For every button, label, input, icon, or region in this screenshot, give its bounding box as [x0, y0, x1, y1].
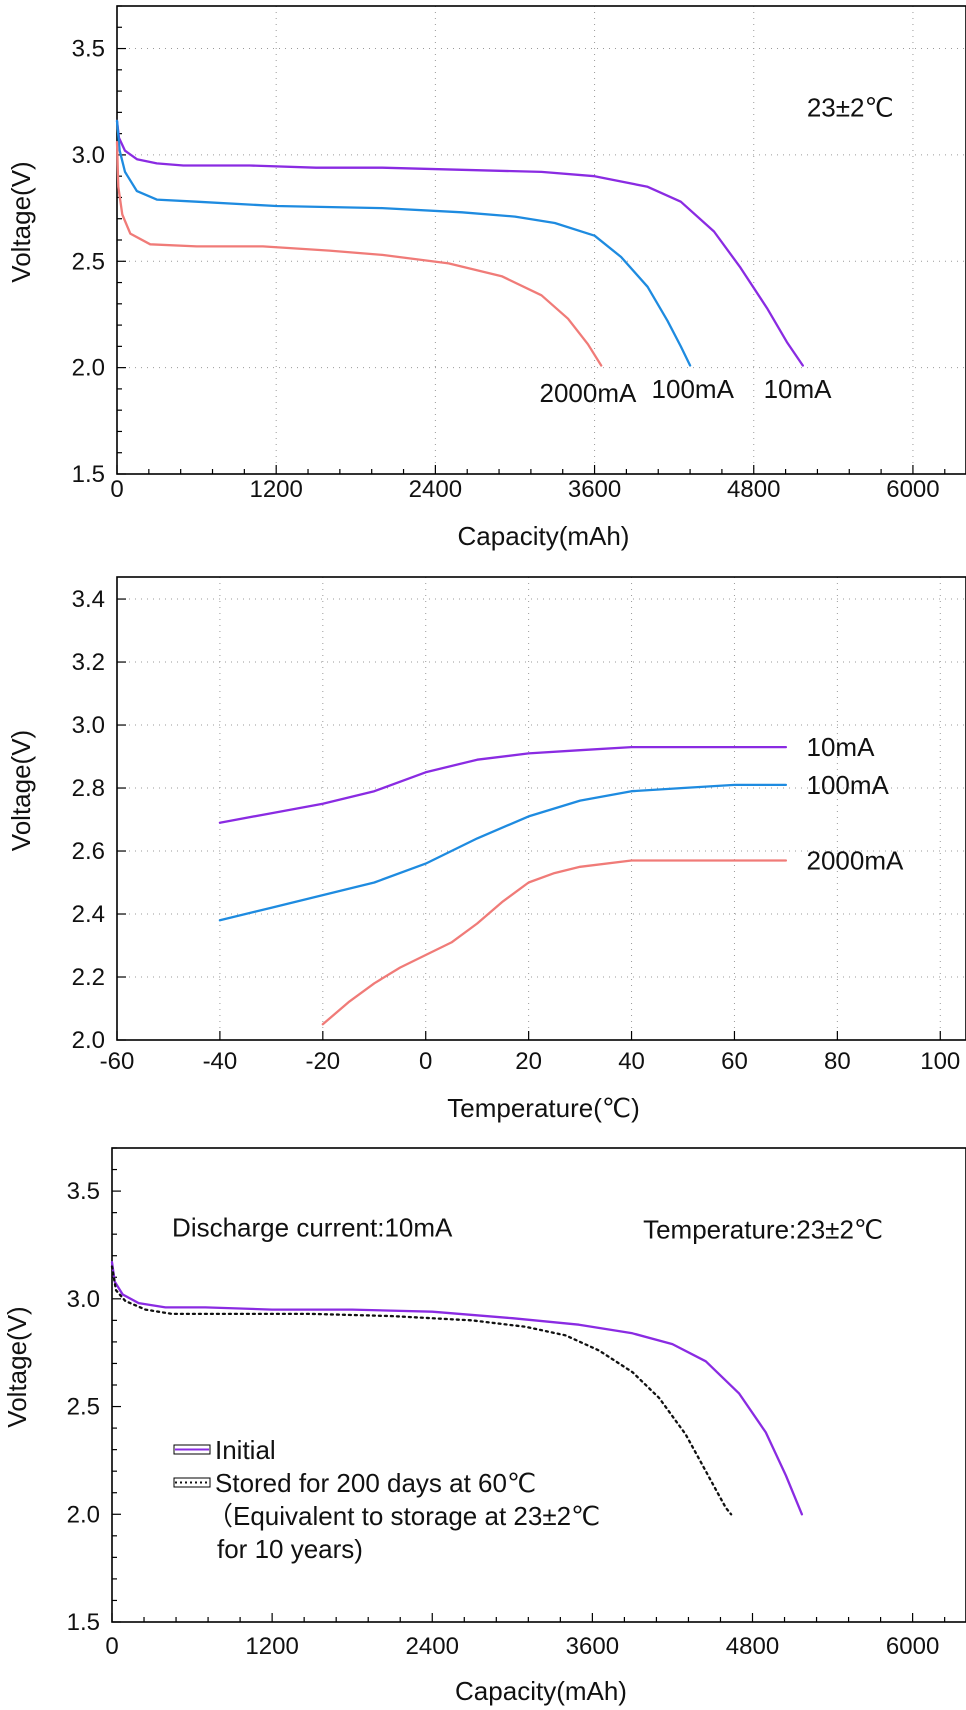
y-tick-label: 3.5 [72, 36, 105, 63]
series-line-2000ma [115, 140, 603, 367]
x-tick-label: -60 [100, 1048, 135, 1075]
series-line-initial [110, 1261, 804, 1516]
plot-frame [116, 5, 966, 475]
x-tick-label: -40 [203, 1048, 238, 1075]
series-label: 10mA [806, 732, 875, 762]
x-tick-label: 1200 [245, 1633, 298, 1660]
series-line-10ma [115, 119, 804, 367]
series-label: 10mA [764, 374, 833, 404]
y-tick-label: 3.0 [67, 1286, 100, 1313]
x-tick-label: -20 [305, 1048, 340, 1075]
chart-storage-discharge: 0 1200 2400 3600 4800 6000 1.5 2.0 2.5 3.0 3.5 Capa… [2, 1147, 966, 1706]
x-tick-label: 0 [110, 476, 123, 503]
x-axis-label: Capacity(mAh) [458, 521, 630, 551]
series-label: 100mA [652, 374, 735, 404]
x-tick-label: 100 [920, 1048, 960, 1075]
legend-note: for 10 years) [217, 1534, 363, 1564]
series-line-100ma [115, 119, 692, 367]
plot-frame [111, 1147, 966, 1623]
y-axis-label: Voltage(V) [2, 1306, 32, 1427]
x-tick-label: 20 [515, 1048, 542, 1075]
y-axis-label: Voltage(V) [6, 730, 36, 851]
y-tick-label: 1.5 [72, 461, 105, 488]
y-tick-label: 3.0 [72, 142, 105, 169]
x-tick-label: 6000 [886, 1633, 939, 1660]
y-tick-label: 2.4 [72, 901, 105, 928]
y-tick-label: 2.0 [67, 1501, 100, 1528]
x-tick-label: 0 [419, 1048, 432, 1075]
series-label: 100mA [806, 770, 889, 800]
series-label: 2000mA [806, 845, 903, 875]
y-axis-label: Voltage(V) [6, 161, 36, 282]
annotation: 23±2℃ [807, 93, 894, 123]
x-tick-label: 4800 [727, 476, 780, 503]
x-axis-label: Capacity(mAh) [455, 1676, 627, 1706]
x-tick-label: 2400 [406, 1633, 459, 1660]
x-tick-label: 6000 [886, 476, 939, 503]
annotation: Temperature:23±2℃ [643, 1214, 883, 1244]
x-axis-label: Temperature(℃) [447, 1093, 639, 1123]
x-tick-label: 0 [105, 1633, 118, 1660]
y-tick-label: 2.0 [72, 1027, 105, 1054]
chart-voltage-vs-temperature: -60 -40 -20 0 20 40 60 80 100 2.0 2.2 2.4 2.6 2.8 3.0 3… [6, 576, 966, 1123]
legend-entry-label: Initial [215, 1435, 276, 1465]
x-tick-label: 40 [618, 1048, 645, 1075]
x-tick-label: 3600 [566, 1633, 619, 1660]
series-line-2000ma [321, 859, 788, 1026]
x-tick-label: 1200 [249, 476, 302, 503]
y-tick-label: 3.4 [72, 586, 105, 613]
series-label: 2000mA [540, 378, 637, 408]
x-tick-label: 60 [721, 1048, 748, 1075]
legend-note: （Equivalent to storage at 23±2℃ [207, 1501, 600, 1531]
y-tick-label: 3.0 [72, 712, 105, 739]
y-tick-label: 2.6 [72, 838, 105, 865]
plot-frame [116, 576, 966, 1041]
series-line-100ma [218, 783, 788, 922]
legend-entry-label: Stored for 200 days at 60℃ [215, 1468, 536, 1498]
y-tick-label: 3.2 [72, 649, 105, 676]
y-tick-label: 2.5 [72, 248, 105, 275]
x-tick-label: 80 [824, 1048, 851, 1075]
series-line-stored [110, 1265, 733, 1516]
y-tick-label: 2.8 [72, 775, 105, 802]
chart-capacity-vs-rate: 0 1200 2400 3600 4800 6000 1.5 2.0 2.5 3.0 3.5 Capa… [6, 5, 966, 551]
x-tick-label: 4800 [726, 1633, 779, 1660]
y-tick-label: 2.5 [67, 1394, 100, 1421]
y-tick-label: 2.0 [72, 355, 105, 382]
y-tick-label: 3.5 [67, 1178, 100, 1205]
y-tick-label: 2.2 [72, 964, 105, 991]
annotation: Discharge current:10mA [172, 1212, 453, 1242]
x-tick-label: 2400 [409, 476, 462, 503]
series-line-10ma [218, 745, 788, 824]
x-tick-label: 3600 [568, 476, 621, 503]
y-tick-label: 1.5 [67, 1609, 100, 1636]
